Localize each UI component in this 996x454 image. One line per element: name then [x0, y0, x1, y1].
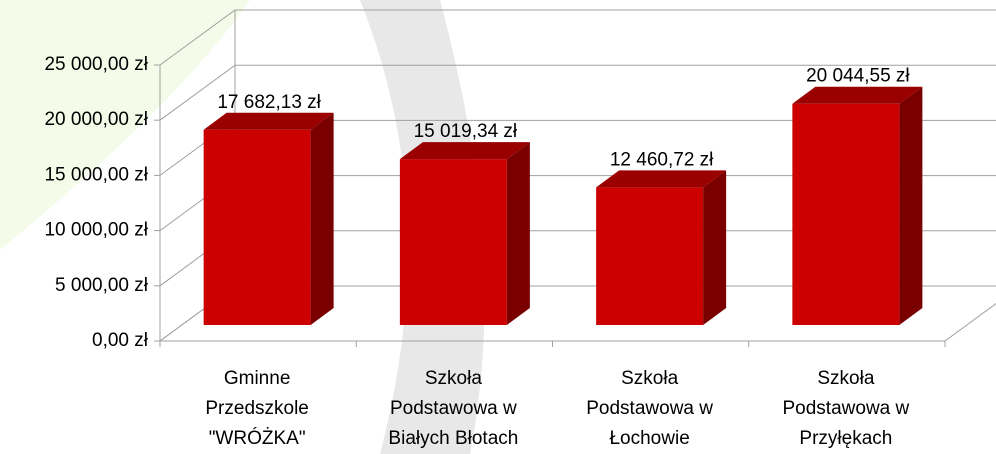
bar-side	[899, 86, 923, 326]
bar	[203, 112, 334, 326]
y-tick-label: 10 000,00 zł	[44, 220, 148, 241]
value-label: 20 044,55 zł	[806, 66, 910, 87]
background-leaf	[0, 0, 250, 250]
x-tick-label: Szkoła Podstawowa w Łochowie	[586, 368, 713, 449]
bar-top	[792, 86, 923, 104]
bar	[792, 86, 923, 326]
bar-front	[596, 187, 704, 325]
y-tick-label: 0,00 zł	[92, 330, 149, 351]
y-tick-label: 20 000,00 zł	[44, 109, 148, 130]
value-label: 12 460,72 zł	[610, 149, 714, 170]
bar-side	[506, 142, 530, 325]
value-label: 17 682,13 zł	[217, 92, 321, 113]
bar-front	[399, 159, 507, 325]
bar	[596, 170, 727, 325]
bar-front	[203, 129, 311, 325]
bar-side	[703, 170, 727, 325]
bar	[399, 142, 530, 325]
x-tick-label: Szkoła Podstawowa w Przyłękach	[782, 368, 910, 449]
x-tick-label: Szkoła Podstawowa w Białych Błotach	[388, 368, 519, 449]
x-tick-label: Gminne Przedszkole "WRÓŻKA"	[205, 368, 309, 449]
bar-side	[310, 112, 334, 326]
y-tick-label: 5 000,00 zł	[55, 275, 149, 296]
value-label: 15 019,34 zł	[414, 121, 518, 142]
y-tick-label: 15 000,00 zł	[44, 164, 148, 185]
bar-front	[792, 103, 900, 326]
grid-line	[159, 9, 996, 66]
bar-top	[203, 112, 334, 130]
grid-line	[159, 64, 996, 121]
bar-top	[596, 170, 727, 188]
bar-top	[399, 142, 530, 160]
y-tick-label: 25 000,00 zł	[44, 54, 148, 75]
